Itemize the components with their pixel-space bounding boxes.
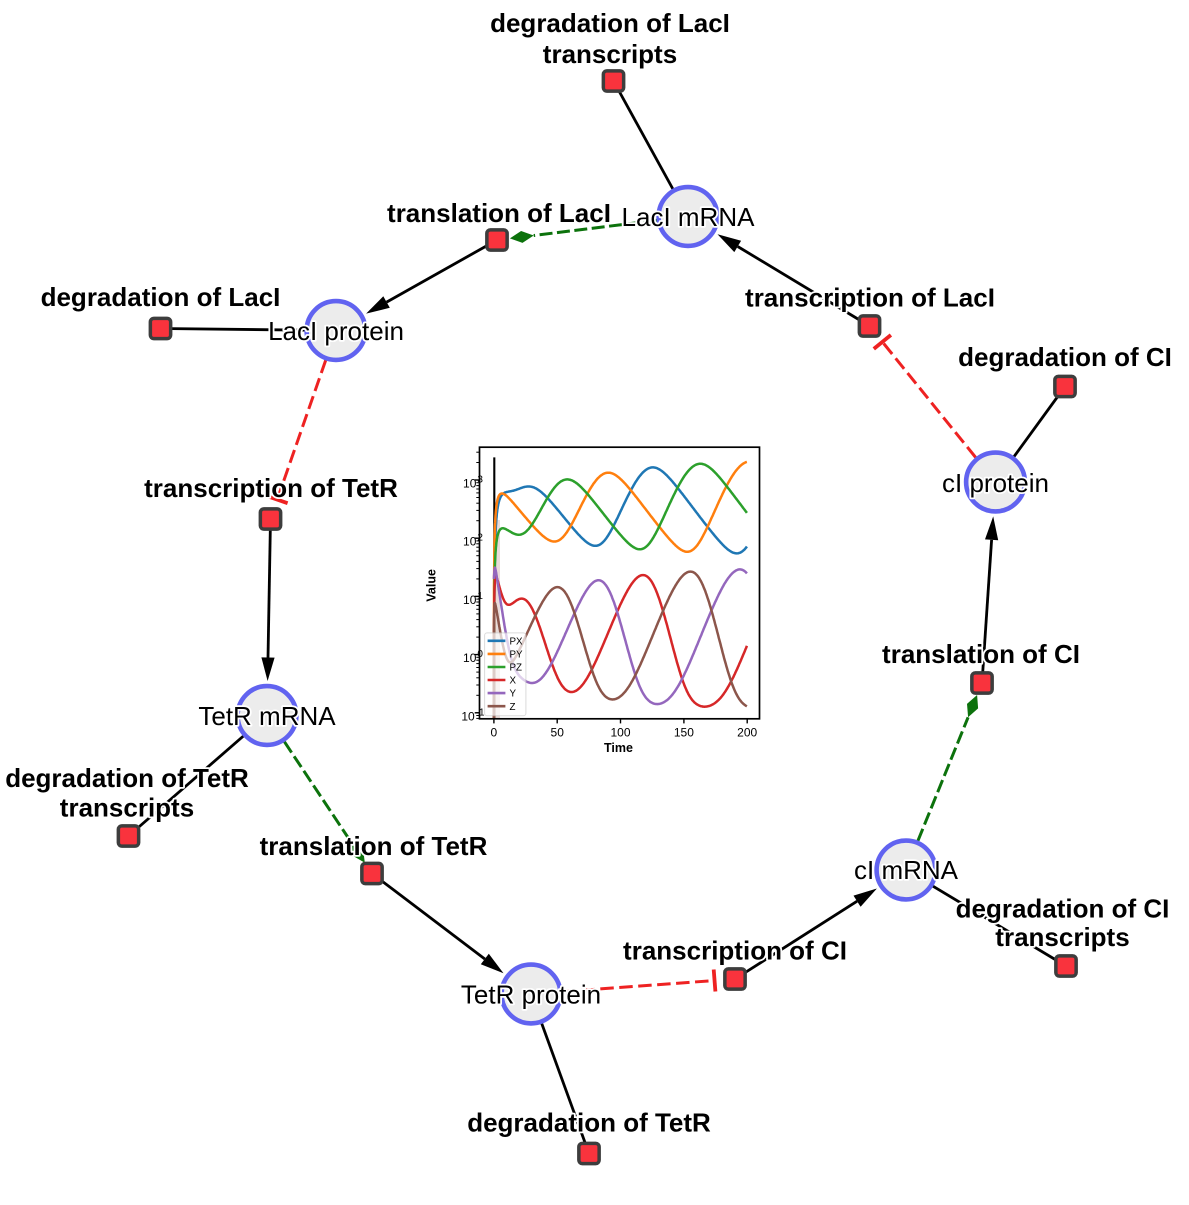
svg-text:PX: PX [510, 636, 524, 647]
svg-text:X: X [510, 676, 517, 687]
svg-text:degradation of TetR: degradation of TetR [5, 763, 249, 793]
svg-text:LacI mRNA: LacI mRNA [622, 202, 756, 232]
svg-text:TetR mRNA: TetR mRNA [198, 701, 336, 731]
svg-text:cI mRNA: cI mRNA [854, 855, 959, 885]
svg-text:transcription of LacI: transcription of LacI [745, 283, 995, 313]
svg-text:transcription of CI: transcription of CI [623, 936, 847, 966]
svg-text:degradation of LacI: degradation of LacI [41, 282, 281, 312]
svg-text:translation of TetR: translation of TetR [260, 831, 488, 861]
svg-text:Z: Z [510, 702, 516, 713]
svg-text:degradation of CI: degradation of CI [958, 342, 1172, 372]
svg-text:degradation of LacI: degradation of LacI [490, 8, 730, 38]
svg-text:TetR protein: TetR protein [461, 980, 601, 1010]
svg-text:PY: PY [510, 650, 524, 661]
svg-text:translation of LacI: translation of LacI [387, 198, 611, 228]
svg-text:transcription of TetR: transcription of TetR [144, 473, 398, 503]
svg-text:transcripts: transcripts [995, 922, 1129, 952]
svg-text:200: 200 [737, 726, 757, 740]
svg-text:transcripts: transcripts [543, 39, 677, 69]
svg-text:0: 0 [491, 726, 498, 740]
svg-text:Y: Y [510, 689, 517, 700]
svg-text:PZ: PZ [510, 663, 523, 674]
svg-text:degradation of TetR: degradation of TetR [467, 1108, 711, 1138]
svg-text:degradation of CI: degradation of CI [956, 894, 1170, 924]
svg-text:50: 50 [551, 726, 565, 740]
svg-text:Value: Value [424, 569, 438, 602]
svg-text:transcripts: transcripts [60, 793, 194, 823]
svg-text:cI protein: cI protein [942, 468, 1049, 498]
svg-text:100: 100 [610, 726, 630, 740]
svg-text:LacI protein: LacI protein [268, 316, 404, 346]
svg-text:translation of CI: translation of CI [882, 639, 1080, 669]
svg-text:Time: Time [604, 741, 633, 755]
svg-text:150: 150 [674, 726, 694, 740]
